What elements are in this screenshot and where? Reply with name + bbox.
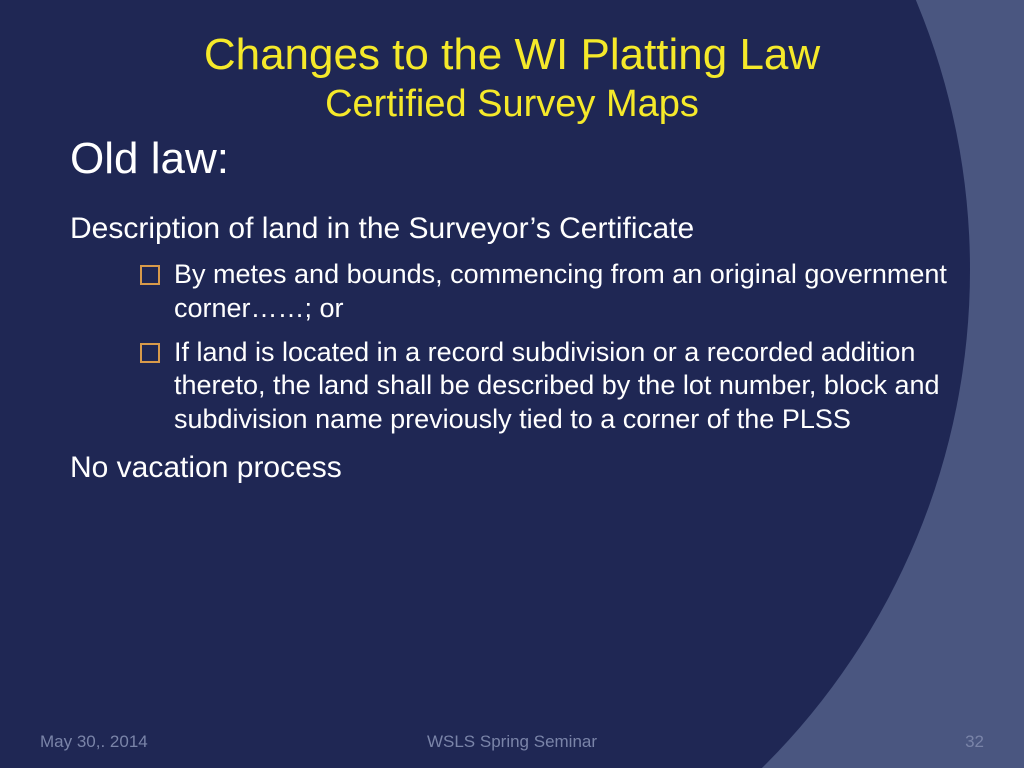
bullet-item: By metes and bounds, commencing from an … — [140, 258, 954, 326]
footer-center: WSLS Spring Seminar — [427, 732, 597, 752]
intro-text: Description of land in the Surveyor’s Ce… — [70, 212, 954, 247]
bullet-item: If land is located in a record subdivisi… — [140, 336, 954, 437]
slide-subtitle: Certified Survey Maps — [70, 83, 954, 126]
slide-content: Changes to the WI Platting Law Certified… — [0, 0, 1024, 768]
bullet-list: By metes and bounds, commencing from an … — [70, 258, 954, 437]
closing-text: No vacation process — [70, 451, 954, 485]
footer-page: 32 — [965, 732, 984, 752]
footer-date: May 30,. 2014 — [40, 732, 148, 752]
footer: May 30,. 2014 WSLS Spring Seminar 32 — [0, 732, 1024, 752]
slide-title: Changes to the WI Platting Law — [70, 30, 954, 81]
section-heading: Old law: — [70, 134, 954, 184]
